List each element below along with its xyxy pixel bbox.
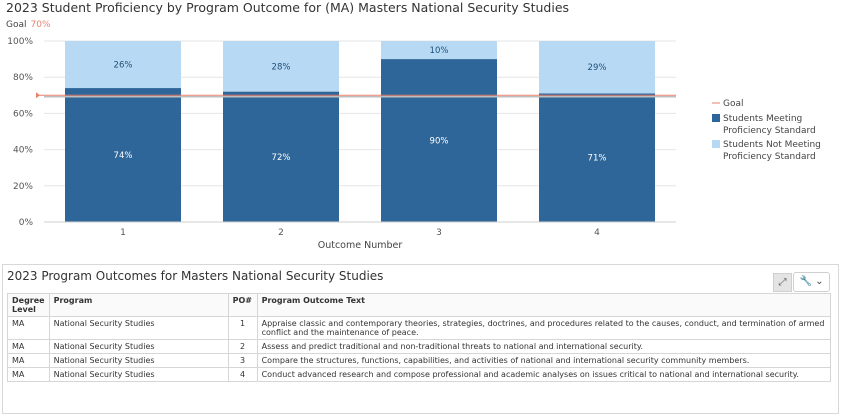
tools-menu-button[interactable]: 🔧 ⌄ xyxy=(793,272,830,292)
bar-not-meeting xyxy=(381,41,497,60)
goal-caption-label: Goal xyxy=(6,20,27,30)
x-tick-label: 1 xyxy=(120,228,126,238)
y-tick-label: 100% xyxy=(7,37,33,47)
table-row: MA National Security Studies 1 Appraise … xyxy=(7,316,832,340)
cell-program: National Security Studies xyxy=(48,353,229,368)
data-label-meeting: 90% xyxy=(430,137,449,147)
goal-caption: Goal 70% xyxy=(6,20,51,30)
data-label-meeting: 71% xyxy=(588,154,607,164)
goal-caption-value: 70% xyxy=(30,20,51,30)
x-axis-title: Outcome Number xyxy=(318,240,403,251)
header-outcome-text: Program Outcome Text xyxy=(256,293,832,317)
data-label-not-meeting: 10% xyxy=(430,46,449,56)
header-program: Program xyxy=(48,293,229,317)
y-tick-label: 0% xyxy=(19,218,34,228)
cell-program: National Security Studies xyxy=(48,339,229,354)
legend-not-meeting-swatch xyxy=(712,140,720,148)
cell-po-number: 4 xyxy=(227,367,258,382)
data-label-not-meeting: 29% xyxy=(588,63,607,73)
outcomes-table: Degree Level Program PO# Program Outcome… xyxy=(7,293,832,382)
bar-not-meeting xyxy=(539,41,655,94)
cell-po-number: 3 xyxy=(227,353,258,368)
wrench-icon: 🔧 xyxy=(799,276,812,287)
x-tick-label: 4 xyxy=(594,228,600,238)
cell-program: National Security Studies xyxy=(48,316,229,340)
legend-goal-label: Goal xyxy=(723,99,744,109)
cell-outcome-text: Compare the structures, functions, capab… xyxy=(256,353,832,368)
cell-po-number: 1 xyxy=(227,316,258,340)
header-degree-level: Degree Level xyxy=(7,293,50,317)
data-label-meeting: 74% xyxy=(114,151,133,161)
chevron-down-icon: ⌄ xyxy=(815,276,824,287)
table-row: MA National Security Studies 3 Compare t… xyxy=(7,353,832,368)
bar-not-meeting xyxy=(223,41,339,92)
x-tick-label: 3 xyxy=(436,228,442,238)
cell-degree-level: MA xyxy=(7,339,50,354)
expand-icon: ⤢ xyxy=(778,277,787,288)
cell-outcome-text: Assess and predict traditional and non-t… xyxy=(256,339,832,354)
bar-meeting xyxy=(223,91,339,223)
cell-degree-level: MA xyxy=(7,316,50,340)
table-row: MA National Security Studies 2 Assess an… xyxy=(7,339,832,354)
y-tick-label: 40% xyxy=(13,146,33,156)
table-header-row: Degree Level Program PO# Program Outcome… xyxy=(7,293,832,317)
table-row: MA National Security Studies 4 Conduct a… xyxy=(7,367,832,382)
header-po-number: PO# xyxy=(227,293,258,317)
legend-meeting-swatch xyxy=(712,114,720,122)
data-label-not-meeting: 28% xyxy=(272,62,291,72)
bar-meeting xyxy=(539,93,655,222)
goal-marker xyxy=(36,92,40,99)
cell-degree-level: MA xyxy=(7,367,50,382)
chart-title: 2023 Student Proficiency by Program Outc… xyxy=(6,0,570,15)
cell-outcome-text: Appraise classic and contemporary theori… xyxy=(256,316,832,340)
cell-program: National Security Studies xyxy=(48,367,229,382)
bar-meeting xyxy=(65,88,181,222)
y-tick-label: 20% xyxy=(13,182,33,192)
y-tick-label: 60% xyxy=(13,109,33,119)
bar-meeting xyxy=(381,59,497,222)
outcomes-table-panel: 2023 Program Outcomes for Masters Nation… xyxy=(2,264,839,414)
table-title: 2023 Program Outcomes for Masters Nation… xyxy=(7,269,384,283)
cell-degree-level: MA xyxy=(7,353,50,368)
legend-meeting-label: Students Meeting Proficiency Standard xyxy=(723,114,816,136)
y-tick-label: 80% xyxy=(13,73,33,83)
legend-not-meeting-label: Students Not Meeting Proficiency Standard xyxy=(723,140,821,162)
data-label-not-meeting: 26% xyxy=(114,61,133,71)
cell-po-number: 2 xyxy=(227,339,258,354)
stacked-bar-chart: 0% 20% 40% 60% 80% 100% 74% 26% 1 72% 28% 2 90% 10% 3 7… xyxy=(7,37,821,251)
data-label-meeting: 72% xyxy=(272,153,291,163)
bar-not-meeting xyxy=(65,41,181,89)
x-tick-label: 2 xyxy=(278,228,284,238)
expand-button[interactable]: ⤢ xyxy=(773,273,792,292)
cell-outcome-text: Conduct advanced research and compose pr… xyxy=(256,367,832,382)
